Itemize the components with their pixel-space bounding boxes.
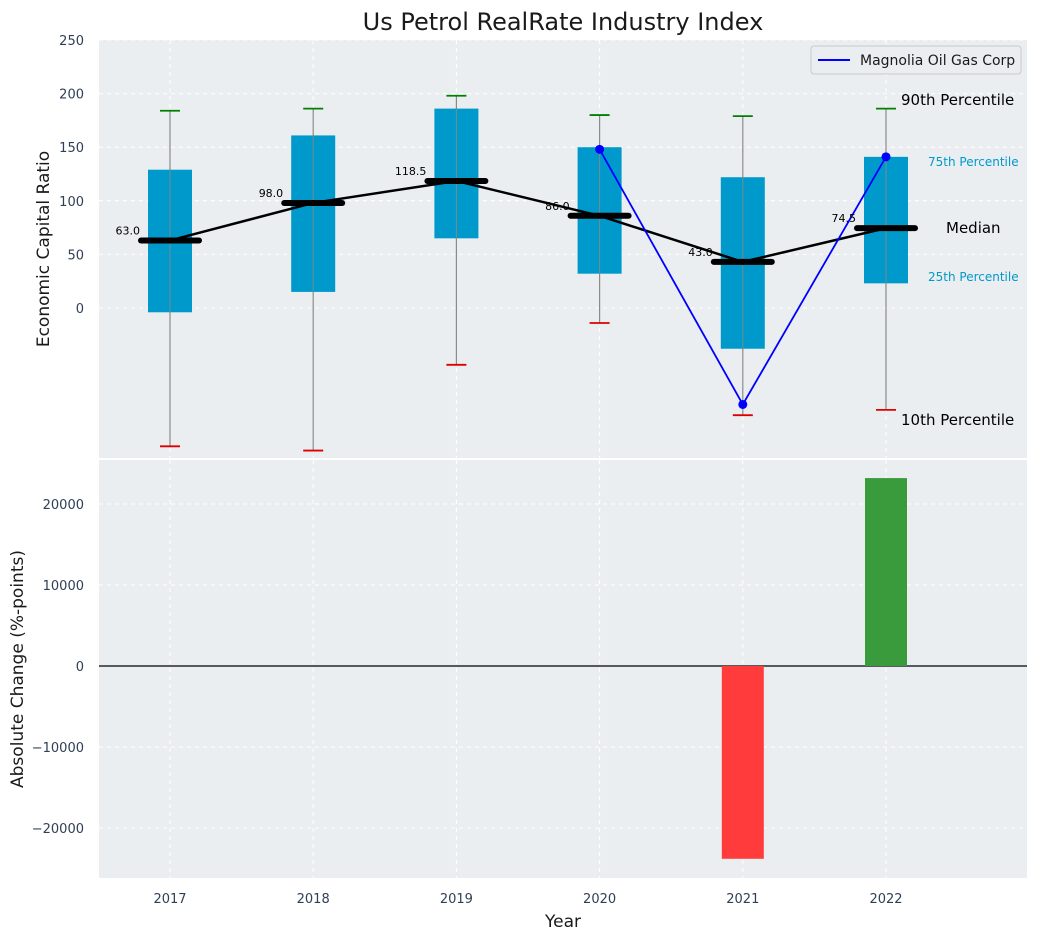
top-y-axis-label: Economic Capital Ratio <box>34 151 54 347</box>
median-value-label: 118.5 <box>395 165 427 178</box>
legend-label: Magnolia Oil Gas Corp <box>860 53 1015 69</box>
change-bars <box>721 478 907 859</box>
annotation-median: Median <box>946 219 1001 237</box>
chart-title: Us Petrol RealRate Industry Index <box>363 8 764 36</box>
median-value-label: 74.5 <box>832 212 857 225</box>
top-y-tick-label: 50 <box>67 248 84 263</box>
x-axis-label: Year <box>544 912 581 932</box>
x-tick-label: 2017 <box>153 892 186 907</box>
bottom-y-tick-label: 0 <box>76 660 84 675</box>
median-value-label: 63.0 <box>116 224 141 237</box>
bottom-y-axis-label: Absolute Change (%-points) <box>8 550 28 788</box>
top-y-tick-label: 250 <box>59 34 84 49</box>
company-point <box>595 144 605 154</box>
bottom-y-tick-label: −10000 <box>32 741 84 756</box>
median-value-label: 98.0 <box>259 187 284 200</box>
top-panel: 250 200 150 100 50 0 Economic Capital Ratio 6… <box>34 34 1027 458</box>
annotation-q3: 75th Percentile <box>928 155 1019 169</box>
box-plot-marks <box>138 94 918 452</box>
x-ticks: 2017 2018 2019 2020 2021 2022 <box>153 892 902 907</box>
median-trend-line <box>169 179 887 264</box>
bottom-y-tick-label: −20000 <box>32 822 84 837</box>
median-value-labels: 63.0 98.0 118.5 86.0 43.0 74.5 <box>116 165 857 259</box>
annotation-p10: 10th Percentile <box>901 411 1014 429</box>
x-tick-label: 2018 <box>297 892 330 907</box>
legend-box <box>810 45 1022 75</box>
annotation-q1: 25th Percentile <box>928 270 1019 284</box>
company-series-points <box>595 144 891 409</box>
change-bar <box>865 478 907 666</box>
x-tick-label: 2019 <box>440 892 473 907</box>
change-bar <box>721 666 764 859</box>
median-value-label: 86.0 <box>545 200 570 213</box>
top-y-tick-label: 100 <box>59 195 84 210</box>
annotation-p90: 90th Percentile <box>901 91 1014 109</box>
bottom-y-tick-label: 20000 <box>43 498 84 513</box>
x-tick-label: 2020 <box>583 892 616 907</box>
x-tick-label: 2021 <box>726 892 759 907</box>
legend: Magnolia Oil Gas Corp <box>810 45 1022 75</box>
company-point <box>738 399 748 409</box>
x-tick-label: 2022 <box>869 892 902 907</box>
top-y-tick-label: 150 <box>59 141 84 156</box>
top-y-ticks: 250 200 150 100 50 0 <box>59 34 84 317</box>
company-point <box>881 152 891 162</box>
bottom-panel: 20000 10000 0 −10000 −20000 Absolute Change … <box>8 460 1027 932</box>
top-y-tick-label: 0 <box>76 302 84 317</box>
bottom-y-ticks: 20000 10000 0 −10000 −20000 <box>32 498 84 837</box>
bottom-y-tick-label: 10000 <box>43 579 84 594</box>
top-y-tick-label: 200 <box>59 88 84 103</box>
median-value-label: 43.0 <box>688 246 713 259</box>
